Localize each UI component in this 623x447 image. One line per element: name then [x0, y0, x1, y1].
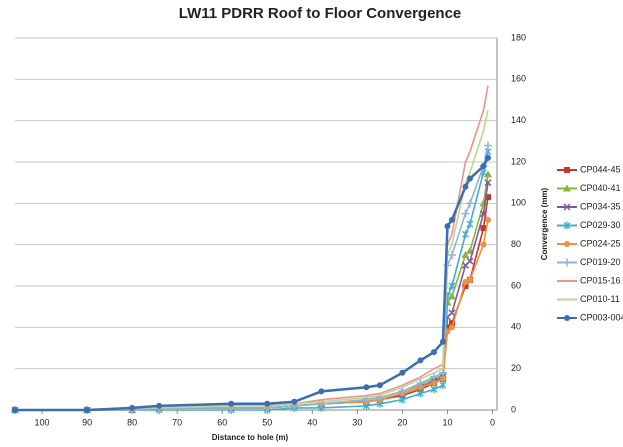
point	[429, 372, 438, 381]
y-tick-label: 0	[511, 404, 516, 414]
point	[462, 278, 469, 285]
point	[417, 384, 424, 391]
y-axis-label: Convergence (mm)	[540, 187, 549, 260]
legend-marker	[564, 241, 570, 247]
x-axis-label: Distance to hole (m)	[212, 433, 289, 442]
point	[416, 389, 424, 398]
point	[466, 276, 473, 283]
point	[480, 241, 487, 248]
point	[417, 357, 424, 364]
point	[461, 209, 470, 218]
point	[84, 407, 91, 413]
point	[484, 154, 491, 161]
point	[398, 387, 407, 396]
point	[483, 141, 492, 150]
point	[430, 385, 438, 394]
point	[462, 183, 469, 190]
point	[439, 338, 446, 345]
y-tick-label: 160	[511, 74, 526, 84]
point	[461, 251, 470, 258]
x-tick-label: 10	[442, 417, 452, 427]
x-tick-label: 70	[172, 417, 182, 427]
legend-label: CP003-004	[580, 312, 623, 322]
x-tick-label: 50	[262, 417, 272, 427]
x-tick-label: 40	[307, 417, 317, 427]
y-tick-label: 40	[511, 322, 521, 332]
x-tick-label: 60	[217, 417, 227, 427]
point	[264, 400, 271, 407]
legend-marker	[564, 167, 570, 173]
x-tick-label: 80	[127, 417, 137, 427]
legend-label: CP019-20	[580, 257, 621, 267]
point	[129, 404, 136, 411]
series	[12, 154, 491, 413]
point	[466, 257, 474, 265]
point	[448, 282, 456, 290]
point	[484, 179, 492, 187]
point	[462, 230, 469, 239]
y-tick-label: 60	[511, 280, 521, 290]
point	[376, 382, 383, 389]
point	[291, 398, 298, 405]
legend-label: CP040-41	[580, 183, 621, 193]
point	[444, 223, 451, 230]
x-tick-label: 90	[82, 417, 92, 427]
legend-marker	[563, 258, 571, 267]
point	[416, 379, 425, 388]
legend-marker	[563, 184, 571, 192]
point	[12, 407, 18, 413]
chart-title: LW11 PDRR Roof to Floor Convergence	[179, 5, 462, 22]
x-tick-label: 30	[352, 417, 362, 427]
legend-label: CP015-16	[580, 275, 621, 285]
point	[480, 225, 487, 232]
point	[480, 163, 487, 170]
point	[466, 220, 474, 228]
point	[484, 194, 491, 201]
point	[484, 216, 491, 223]
point	[398, 395, 406, 404]
series-line	[15, 157, 490, 412]
legend-label: CP029-30	[580, 220, 621, 230]
point	[438, 368, 447, 377]
point	[318, 388, 325, 395]
x-tick-label: 20	[397, 417, 407, 427]
y-tick-label: 100	[511, 198, 526, 208]
point	[430, 349, 437, 356]
point	[448, 320, 455, 327]
x-tick-label: 100	[35, 417, 50, 427]
y-tick-label: 80	[511, 239, 521, 249]
point	[228, 400, 235, 407]
point	[363, 384, 370, 391]
point	[439, 381, 447, 390]
point	[156, 402, 163, 409]
legend-marker	[563, 203, 571, 211]
y-tick-label: 20	[511, 363, 521, 373]
legend-label: CP024-25	[580, 238, 621, 248]
point	[448, 324, 455, 331]
point	[430, 380, 437, 387]
point	[447, 251, 456, 259]
y-tick-label: 140	[511, 115, 526, 125]
legend-label: CP044-45	[580, 164, 621, 174]
point	[399, 369, 406, 376]
point	[448, 216, 455, 223]
legend-label: CP034-35	[580, 201, 621, 211]
y-tick-label: 180	[511, 32, 526, 42]
legend-marker	[563, 221, 571, 230]
point	[479, 210, 488, 218]
point	[444, 328, 451, 335]
legend-marker	[564, 315, 570, 321]
y-tick-label: 120	[511, 156, 526, 166]
point	[448, 309, 456, 317]
point	[462, 283, 469, 289]
point	[439, 376, 446, 382]
series-line	[15, 151, 489, 411]
legend-label: CP010-11	[580, 294, 620, 304]
x-tick-label: 0	[490, 417, 495, 427]
point	[466, 175, 473, 182]
point	[465, 199, 474, 208]
point	[447, 292, 456, 300]
